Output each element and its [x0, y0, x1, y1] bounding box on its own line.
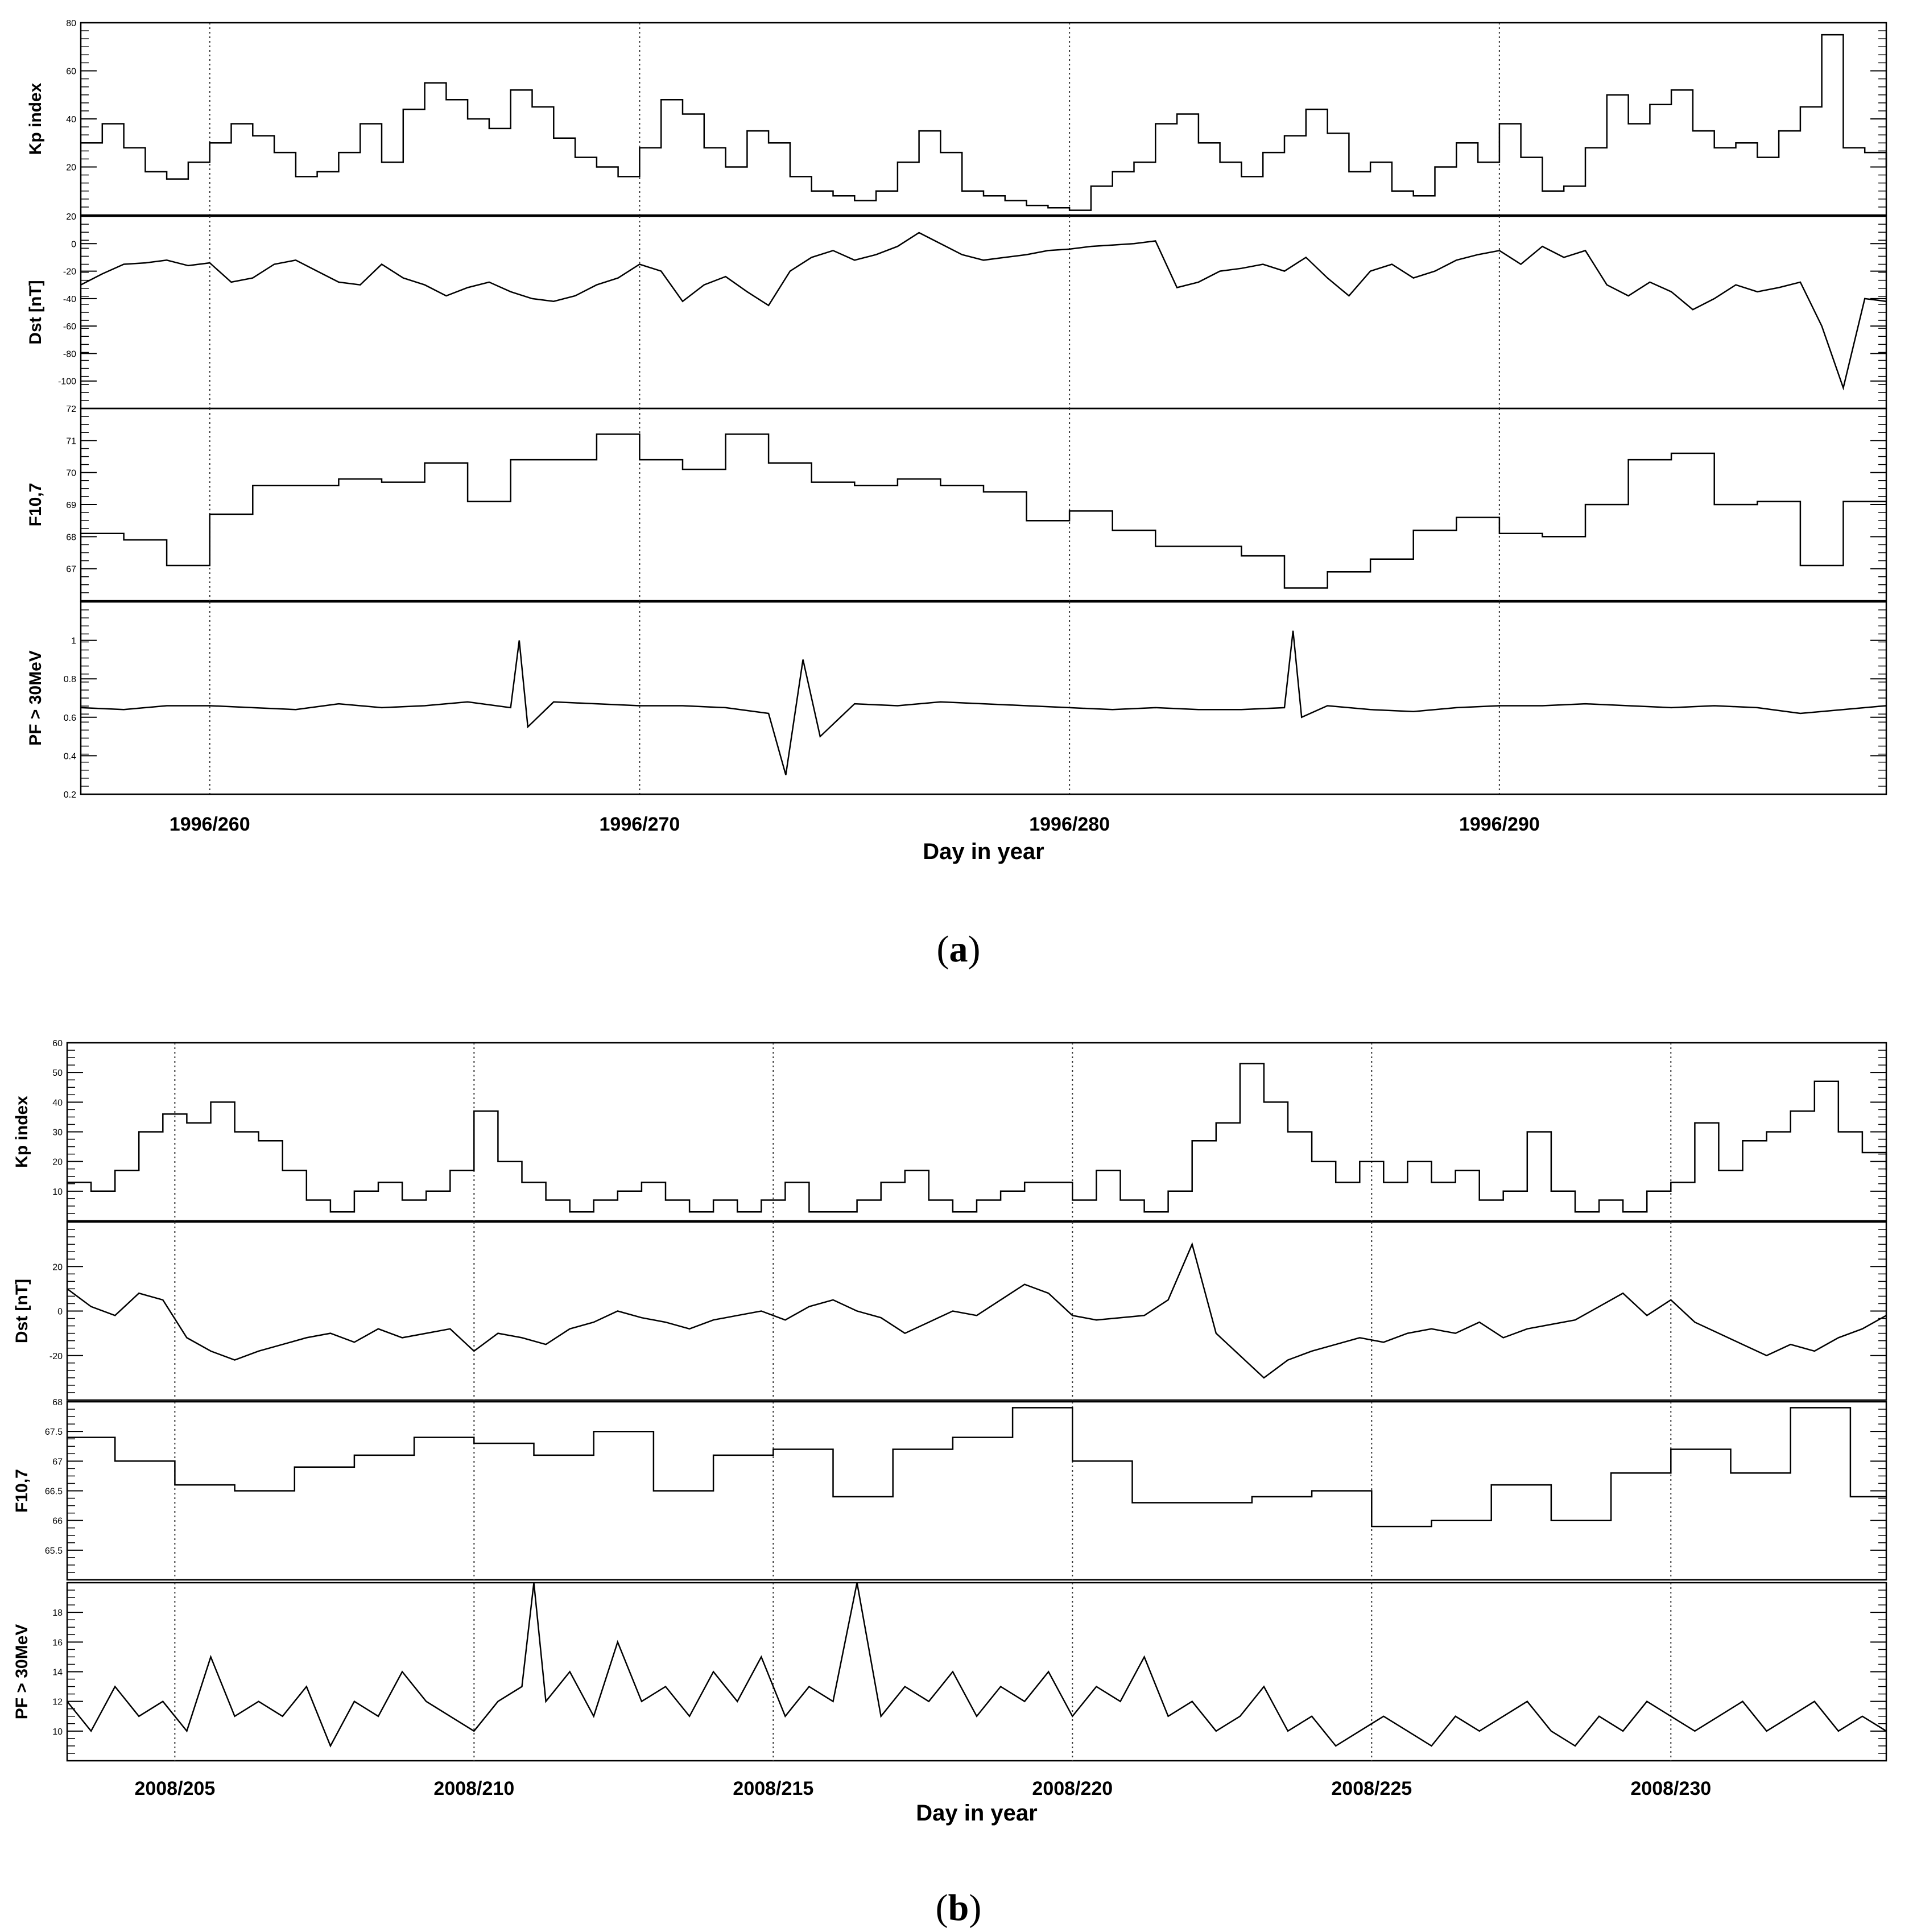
x-axis-label: Day in year	[916, 1801, 1037, 1826]
y-tick-label: 20	[66, 212, 76, 222]
y-tick-label: 67.5	[45, 1427, 63, 1437]
x-axis-label: Day in year	[923, 839, 1044, 864]
caption-b: (b)	[936, 1887, 982, 1929]
y-tick-label: -20	[49, 1352, 63, 1361]
x-tick-label: 1996/260	[170, 814, 250, 835]
y-tick-label: 40	[52, 1098, 63, 1108]
y-tick-label: 70	[66, 469, 76, 478]
y-tick-label: 71	[66, 436, 76, 446]
subplot-frame	[66, 1582, 1887, 1762]
series-line-dst	[80, 232, 1887, 391]
y-axis-label: Dst [nT]	[26, 280, 45, 344]
y-tick-label: 0.6	[64, 713, 76, 723]
series-line-kp	[67, 1063, 1887, 1213]
y-tick-label: 20	[52, 1158, 63, 1167]
subplot-frame	[66, 1401, 1887, 1581]
y-tick-label: 60	[66, 67, 76, 77]
y-tick-label: 14	[52, 1668, 63, 1678]
y-tick-label: 65.5	[45, 1546, 63, 1556]
figure-b: 10 20 30 40 50 60 Kp index -20 0 20 Dst [nT] 65.5 66…	[13, 1039, 1887, 1826]
y-tick-label: 16	[52, 1638, 63, 1648]
subplot-frame	[80, 22, 1887, 216]
series-line-kp	[81, 34, 1887, 211]
y-tick-label: 0.8	[64, 675, 76, 684]
y-tick-label: 0.4	[64, 752, 76, 761]
y-tick-label: 72	[66, 404, 76, 414]
x-tick-label: 2008/220	[1032, 1778, 1113, 1799]
x-tick-label: 2008/225	[1331, 1778, 1412, 1799]
y-tick-label: 50	[52, 1068, 63, 1078]
series-line-dst	[67, 1242, 1887, 1379]
y-tick-label: 0	[57, 1307, 63, 1317]
y-axis-label: PF > 30MeV	[26, 650, 45, 746]
y-tick-label: 1	[71, 637, 76, 646]
series-line-f107	[67, 1407, 1886, 1528]
y-tick-label: -100	[58, 377, 76, 387]
subplot-kp: 20 40 60 80 Kp index	[26, 19, 1887, 216]
y-tick-label: 20	[52, 1262, 63, 1272]
y-tick-label: -60	[63, 322, 76, 332]
series-line-f107	[81, 433, 1886, 589]
y-tick-label: 66	[52, 1517, 63, 1526]
y-tick-label: 18	[52, 1608, 63, 1618]
y-tick-label: 67	[52, 1457, 63, 1467]
y-axis-label: PF > 30MeV	[13, 1624, 31, 1720]
y-tick-label: 30	[52, 1128, 63, 1138]
y-tick-label: 66.5	[45, 1487, 63, 1497]
y-tick-label: 67	[66, 565, 76, 575]
subplot-f107: 67 68 69 70 71 72 F10,7	[26, 404, 1887, 602]
subplot-pf: 0.2 0.4 0.6 0.8 1 PF > 30MeV	[26, 601, 1887, 800]
y-tick-label: 12	[52, 1698, 63, 1707]
subplot-frame	[80, 215, 1887, 410]
y-tick-label: 0.2	[64, 790, 76, 800]
subplot-dst: -100 -80 -60 -40 -20 0 20 Dst [nT]	[26, 212, 1887, 410]
x-tick-label: 2008/205	[134, 1778, 215, 1799]
y-tick-label: 20	[66, 163, 76, 173]
y-tick-label: -20	[63, 267, 76, 277]
y-tick-label: -80	[63, 349, 76, 359]
figure-a: 20 40 60 80 Kp index -100 -80 -60 -40 -20 0 20 Dst […	[26, 19, 1887, 864]
subplot-dst: -20 0 20 Dst [nT]	[13, 1221, 1887, 1401]
subplot-kp: 10 20 30 40 50 60 Kp index	[13, 1039, 1887, 1222]
y-tick-label: 80	[66, 19, 76, 28]
y-tick-label: 68	[52, 1398, 63, 1407]
caption-a: (a)	[937, 928, 981, 970]
subplot-pf: 10 12 14 16 18 PF > 30MeV	[13, 1582, 1887, 1762]
series-line-pf	[67, 1582, 1887, 1748]
x-tick-label: 1996/280	[1029, 814, 1110, 835]
x-tick-label: 1996/290	[1459, 814, 1540, 835]
y-tick-label: 60	[52, 1039, 63, 1048]
x-tick-label: 2008/230	[1630, 1778, 1711, 1799]
x-tick-label: 2008/215	[733, 1778, 813, 1799]
subplot-frame	[66, 1221, 1887, 1401]
x-tick-label: 1996/270	[600, 814, 680, 835]
subplot-f107: 65.5 66 66.5 67 67.5 68 F10,7	[13, 1398, 1887, 1581]
x-tick-label: 2008/210	[433, 1778, 514, 1799]
y-tick-label: 69	[66, 501, 76, 510]
y-tick-label: -40	[63, 295, 76, 304]
y-axis-label: Dst [nT]	[13, 1279, 31, 1343]
subplot-frame	[80, 601, 1887, 795]
y-tick-label: 10	[52, 1187, 63, 1197]
subplot-frame	[66, 1042, 1887, 1222]
y-tick-label: 68	[66, 532, 76, 542]
y-axis-label: F10,7	[26, 483, 45, 527]
y-axis-label: Kp index	[13, 1096, 31, 1168]
series-line-pf	[80, 630, 1887, 775]
y-axis-label: F10,7	[13, 1469, 31, 1513]
y-tick-label: 40	[66, 115, 76, 125]
y-tick-label: 10	[52, 1727, 63, 1737]
y-tick-label: 0	[71, 240, 76, 249]
y-axis-label: Kp index	[26, 82, 45, 155]
